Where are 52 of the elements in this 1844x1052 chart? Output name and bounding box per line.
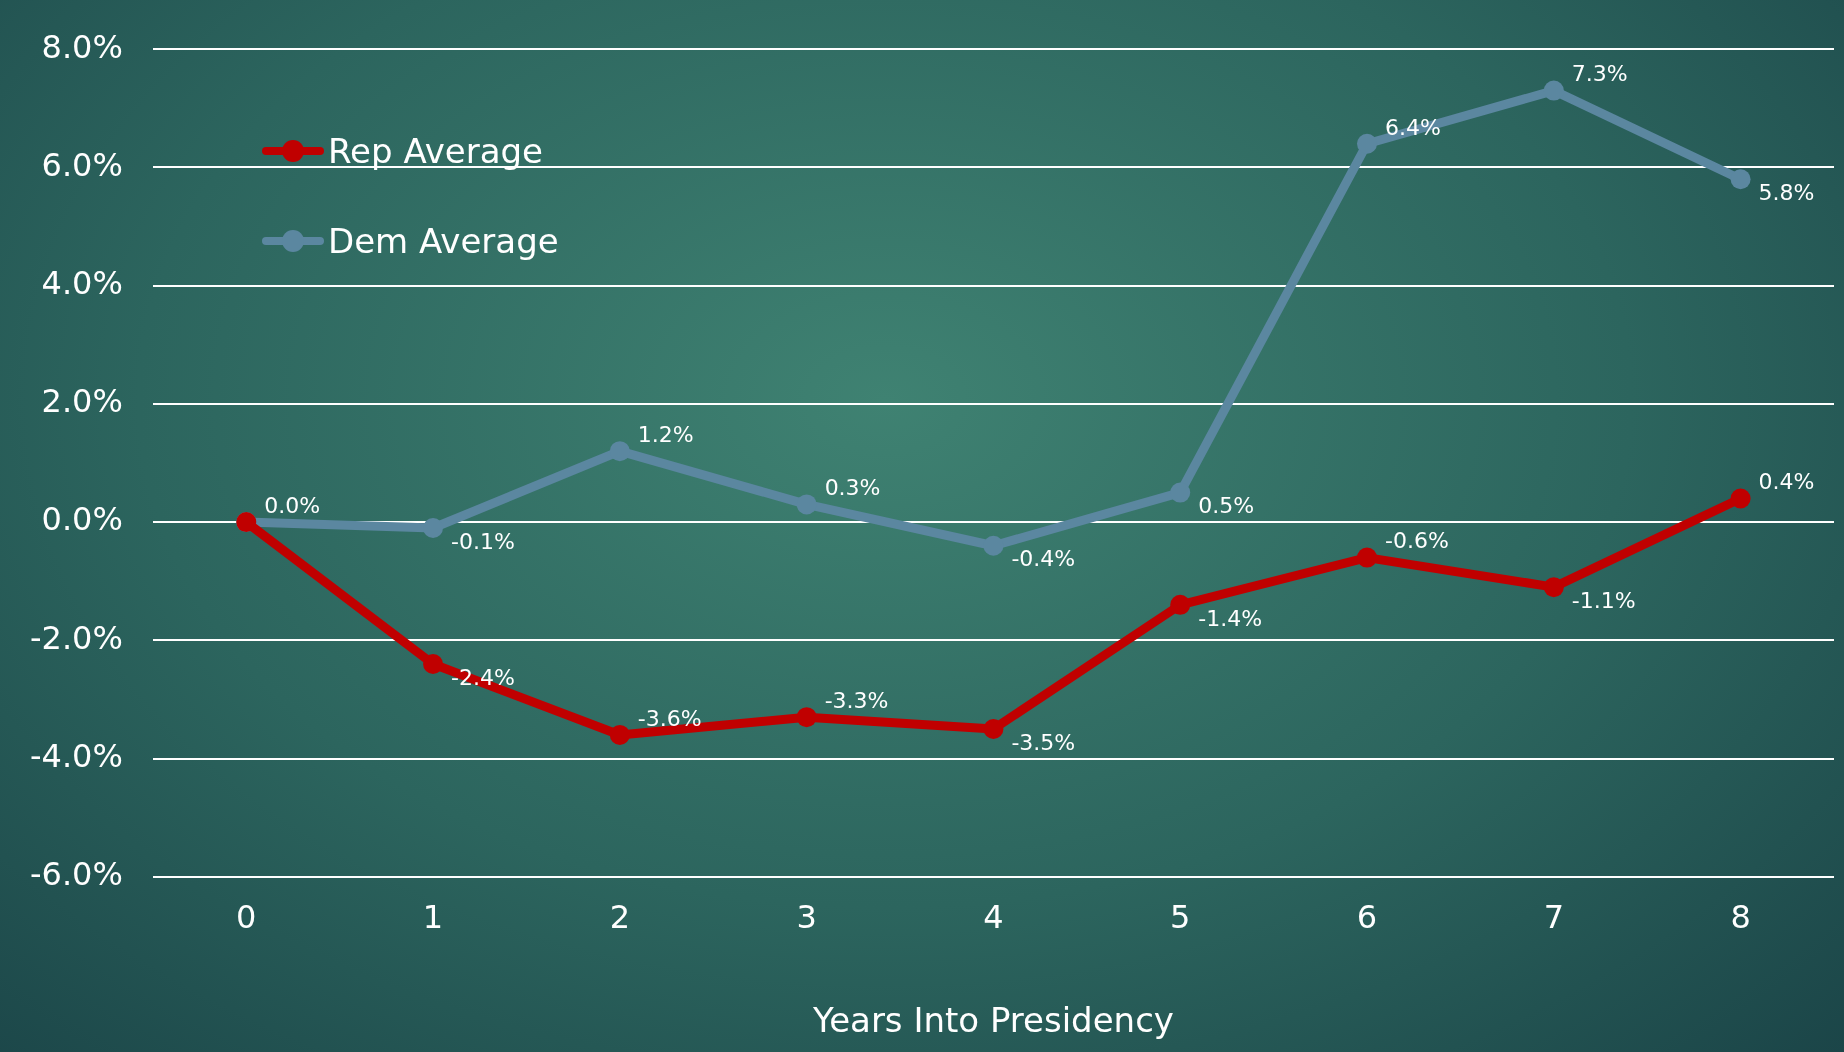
point [796,707,817,728]
x-tick-label: 6 [1356,898,1378,937]
y-tick-label: 8.0% [41,27,123,66]
x-tick-label: 8 [1730,898,1751,937]
data-label: 5.8% [1758,179,1815,205]
data-label: -3.6% [637,705,702,731]
x-tick-label: 7 [1543,898,1564,937]
y-tick-label: 2.0% [41,382,123,421]
data-label: 7.3% [1571,61,1628,87]
point [609,724,630,745]
y-tick-label: -4.0% [30,736,123,775]
point [1543,80,1564,101]
data-label: -1.1% [1571,587,1636,613]
data-label: -0.1% [451,528,515,554]
point [1730,169,1751,190]
x-tick-label: 4 [983,898,1004,937]
data-label: 0.5% [1198,493,1255,519]
point [1170,594,1191,615]
y-tick-label: -2.0% [30,618,123,657]
point [1170,482,1191,503]
x-tick-label: 2 [609,898,631,937]
data-label: 0.4% [1758,469,1815,495]
x-tick-label: 1 [422,898,444,937]
data-label: 0.3% [824,475,881,501]
point [1730,488,1751,509]
data-label: -0.4% [1011,546,1076,572]
x-tick-label: 3 [796,898,817,937]
point [423,653,444,674]
data-label: 0.0% [264,492,321,518]
point [609,441,630,462]
point [1543,577,1564,598]
y-tick-label: 4.0% [41,263,123,302]
data-label: -3.5% [1011,729,1076,755]
data-label: 1.2% [637,421,694,447]
point [983,719,1004,740]
y-tick-label: 6.0% [41,145,123,184]
legend-label: Dem Average [328,221,559,261]
y-tick-label: -6.0% [30,855,123,894]
data-label: -1.4% [1198,605,1263,631]
y-tick-label: 0.0% [41,500,123,539]
data-label: -3.3% [824,687,889,713]
x-tick-label: 0 [236,898,257,937]
data-label: -0.6% [1385,528,1449,554]
x-axis-title: Years Into Presidency [811,1000,1174,1041]
point [1357,133,1378,154]
point [796,494,817,515]
point [1357,547,1378,568]
legend-label: Rep Average [328,131,544,171]
point [423,518,444,539]
point [983,535,1004,556]
x-tick-label: 5 [1170,898,1191,937]
data-label: 6.4% [1385,114,1441,140]
